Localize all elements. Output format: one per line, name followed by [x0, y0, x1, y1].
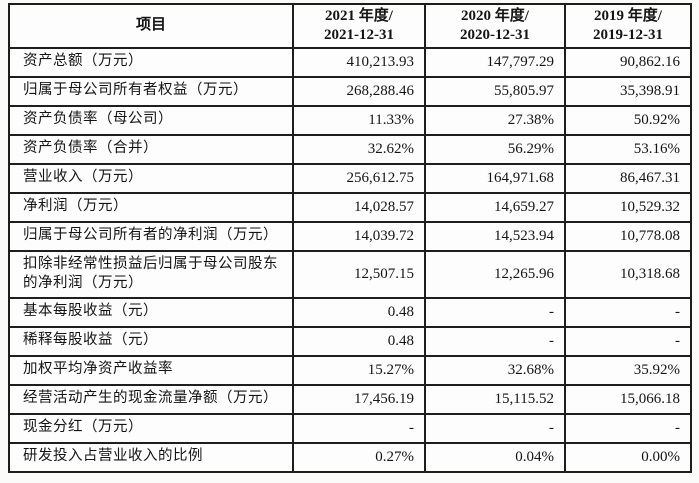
value-cell: -: [292, 412, 426, 444]
table-row: 加权平均净资产收益率 15.27% 32.68% 35.92%: [8, 354, 692, 386]
value-cell: 0.27%: [292, 441, 426, 473]
row-label: 净利润（万元）: [8, 191, 294, 223]
row-label: 营业收入（万元）: [8, 162, 294, 194]
value-cell: 15.27%: [292, 354, 426, 386]
table-row: 基本每股收益（元） 0.48 - -: [8, 296, 692, 328]
row-label: 资产负债率（母公司）: [8, 104, 294, 136]
value-cell: 17,456.19: [292, 383, 426, 415]
value-cell: 32.68%: [424, 354, 566, 386]
row-label: 现金分红（万元）: [8, 412, 294, 444]
column-header-item: 项目: [8, 3, 294, 49]
value-cell: 90,862.16: [564, 46, 692, 78]
value-cell: 50.92%: [564, 104, 692, 136]
column-header-2020-line1: 2020 年度/: [461, 8, 529, 24]
table-row: 经营活动产生的现金流量净额（万元） 17,456.19 15,115.52 15…: [8, 383, 692, 415]
value-cell: 14,039.72: [292, 220, 426, 252]
row-label: 基本每股收益（元）: [8, 296, 294, 328]
value-cell: 0.48: [292, 296, 426, 328]
table-row: 净利润（万元） 14,028.57 14,659.27 10,529.32: [8, 191, 692, 223]
value-cell: 0.04%: [424, 441, 566, 473]
value-cell: -: [564, 325, 692, 357]
value-cell: 147,797.29: [424, 46, 566, 78]
table-row: 研发投入占营业收入的比例 0.27% 0.04% 0.00%: [8, 441, 692, 473]
row-label: 稀释每股收益（元）: [8, 325, 294, 357]
value-cell: 86,467.31: [564, 162, 692, 194]
row-label: 归属于母公司所有者权益（万元）: [8, 75, 294, 107]
value-cell: 256,612.75: [292, 162, 426, 194]
value-cell: 15,066.18: [564, 383, 692, 415]
value-cell: -: [564, 296, 692, 328]
value-cell: 11.33%: [292, 104, 426, 136]
row-label: 加权平均净资产收益率: [8, 354, 294, 386]
value-cell: 12,507.15: [292, 249, 426, 299]
table-row: 现金分红（万元） - - -: [8, 412, 692, 444]
column-header-2021: 2021 年度/ 2021-12-31: [292, 3, 426, 49]
value-cell: 14,659.27: [424, 191, 566, 223]
value-cell: 10,529.32: [564, 191, 692, 223]
value-cell: 32.62%: [292, 133, 426, 165]
table-row: 归属于母公司所有者权益（万元） 268,288.46 55,805.97 35,…: [8, 75, 692, 107]
value-cell: 410,213.93: [292, 46, 426, 78]
financial-summary-table: 项目 2021 年度/ 2021-12-31 2020 年度/ 2020-12-…: [8, 3, 692, 473]
value-cell: 35.92%: [564, 354, 692, 386]
value-cell: 0.48: [292, 325, 426, 357]
column-header-2020: 2020 年度/ 2020-12-31: [424, 3, 566, 49]
value-cell: 15,115.52: [424, 383, 566, 415]
row-label: 经营活动产生的现金流量净额（万元）: [8, 383, 294, 415]
table-row: 资产负债率（母公司） 11.33% 27.38% 50.92%: [8, 104, 692, 136]
column-header-item-label: 项目: [135, 17, 166, 34]
value-cell: 0.00%: [564, 441, 692, 473]
value-cell: 53.16%: [564, 133, 692, 165]
value-cell: -: [424, 296, 566, 328]
value-cell: 14,523.94: [424, 220, 566, 252]
table-row: 资产负债率（合并） 32.62% 56.29% 53.16%: [8, 133, 692, 165]
value-cell: 56.29%: [424, 133, 566, 165]
table-row: 稀释每股收益（元） 0.48 - -: [8, 325, 692, 357]
row-label: 资产负债率（合并）: [8, 133, 294, 165]
column-header-2019-line1: 2019 年度/: [594, 8, 662, 24]
value-cell: 10,778.08: [564, 220, 692, 252]
column-header-2021-line1: 2021 年度/: [325, 8, 393, 24]
value-cell: 164,971.68: [424, 162, 566, 194]
row-label: 资产总额（万元）: [8, 46, 294, 78]
value-cell: 10,318.68: [564, 249, 692, 299]
table-row: 营业收入（万元） 256,612.75 164,971.68 86,467.31: [8, 162, 692, 194]
column-header-2019-line2: 2019-12-31: [593, 26, 663, 43]
value-cell: 55,805.97: [424, 75, 566, 107]
value-cell: 14,028.57: [292, 191, 426, 223]
value-cell: -: [424, 412, 566, 444]
value-cell: 35,398.91: [564, 75, 692, 107]
value-cell: 27.38%: [424, 104, 566, 136]
value-cell: 268,288.46: [292, 75, 426, 107]
table-row: 归属于母公司所有者的净利润（万元） 14,039.72 14,523.94 10…: [8, 220, 692, 252]
header-row: 项目 2021 年度/ 2021-12-31 2020 年度/ 2020-12-…: [8, 3, 692, 49]
table-row: 资产总额（万元） 410,213.93 147,797.29 90,862.16: [8, 46, 692, 78]
value-cell: 12,265.96: [424, 249, 566, 299]
table-row: 扣除非经常性损益后归属于母公司股东的净利润（万元） 12,507.15 12,2…: [8, 249, 692, 299]
value-cell: -: [424, 325, 566, 357]
row-label: 扣除非经常性损益后归属于母公司股东的净利润（万元）: [8, 249, 294, 299]
column-header-2021-line2: 2021-12-31: [324, 26, 394, 43]
value-cell: -: [564, 412, 692, 444]
column-header-2019: 2019 年度/ 2019-12-31: [564, 3, 692, 49]
row-label: 研发投入占营业收入的比例: [8, 441, 294, 473]
column-header-2020-line2: 2020-12-31: [460, 26, 530, 43]
row-label: 归属于母公司所有者的净利润（万元）: [8, 220, 294, 252]
